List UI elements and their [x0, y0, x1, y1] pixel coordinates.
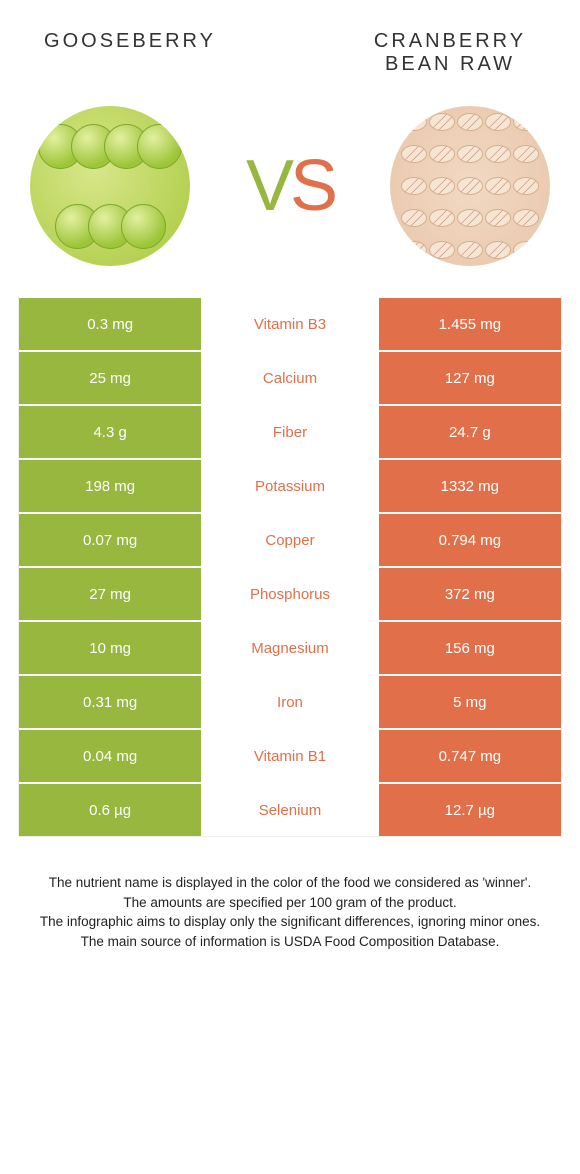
footnote-winner-color: The nutrient name is displayed in the co… [28, 873, 552, 893]
value-left: 0.3 mg [19, 298, 203, 350]
table-row: 25 mgCalcium127 mg [19, 350, 561, 404]
footnotes: The nutrient name is displayed in the co… [0, 837, 580, 951]
hero-row: VS [0, 86, 580, 296]
footnote-per-100g: The amounts are specified per 100 gram o… [28, 893, 552, 913]
table-row: 0.6 µgSelenium12.7 µg [19, 782, 561, 836]
value-left: 10 mg [19, 622, 203, 674]
table-row: 0.3 mgVitamin B31.455 mg [19, 296, 561, 350]
nutrient-name: Copper [203, 514, 376, 566]
nutrient-table: 0.3 mgVitamin B31.455 mg25 mgCalcium127 … [18, 296, 562, 837]
value-right: 1.455 mg [377, 298, 561, 350]
nutrient-name: Potassium [203, 460, 376, 512]
nutrient-name: Selenium [203, 784, 376, 836]
nutrient-name: Magnesium [203, 622, 376, 674]
nutrient-name: Calcium [203, 352, 376, 404]
value-left: 0.31 mg [19, 676, 203, 728]
value-right: 1332 mg [377, 460, 561, 512]
value-left: 4.3 g [19, 406, 203, 458]
cranberry-bean-image [390, 106, 550, 266]
table-row: 27 mgPhosphorus372 mg [19, 566, 561, 620]
value-left: 0.6 µg [19, 784, 203, 836]
value-left: 25 mg [19, 352, 203, 404]
food-title-right: Cranberry bean raw [350, 30, 550, 76]
food-title-left: Gooseberry [30, 30, 230, 76]
table-row: 0.31 mgIron5 mg [19, 674, 561, 728]
value-left: 0.07 mg [19, 514, 203, 566]
table-row: 4.3 gFiber24.7 g [19, 404, 561, 458]
vs-label: VS [246, 145, 334, 227]
value-right: 127 mg [377, 352, 561, 404]
nutrient-name: Phosphorus [203, 568, 376, 620]
value-left: 27 mg [19, 568, 203, 620]
footnote-source: The main source of information is USDA F… [28, 932, 552, 952]
value-right: 12.7 µg [377, 784, 561, 836]
value-right: 0.747 mg [377, 730, 561, 782]
gooseberry-image [30, 106, 190, 266]
title-row: Gooseberry Cranberry bean raw [0, 0, 580, 86]
infographic-root: Gooseberry Cranberry bean raw VS 0.3 mgV… [0, 0, 580, 951]
value-right: 156 mg [377, 622, 561, 674]
table-row: 0.07 mgCopper0.794 mg [19, 512, 561, 566]
table-row: 198 mgPotassium1332 mg [19, 458, 561, 512]
table-row: 10 mgMagnesium156 mg [19, 620, 561, 674]
vs-s: S [290, 146, 334, 226]
nutrient-name: Vitamin B1 [203, 730, 376, 782]
value-right: 24.7 g [377, 406, 561, 458]
vs-v: V [246, 146, 290, 226]
value-right: 5 mg [377, 676, 561, 728]
nutrient-name: Fiber [203, 406, 376, 458]
value-right: 0.794 mg [377, 514, 561, 566]
nutrient-name: Iron [203, 676, 376, 728]
nutrient-name: Vitamin B3 [203, 298, 376, 350]
value-left: 0.04 mg [19, 730, 203, 782]
value-right: 372 mg [377, 568, 561, 620]
footnote-significant: The infographic aims to display only the… [28, 912, 552, 932]
value-left: 198 mg [19, 460, 203, 512]
table-row: 0.04 mgVitamin B10.747 mg [19, 728, 561, 782]
